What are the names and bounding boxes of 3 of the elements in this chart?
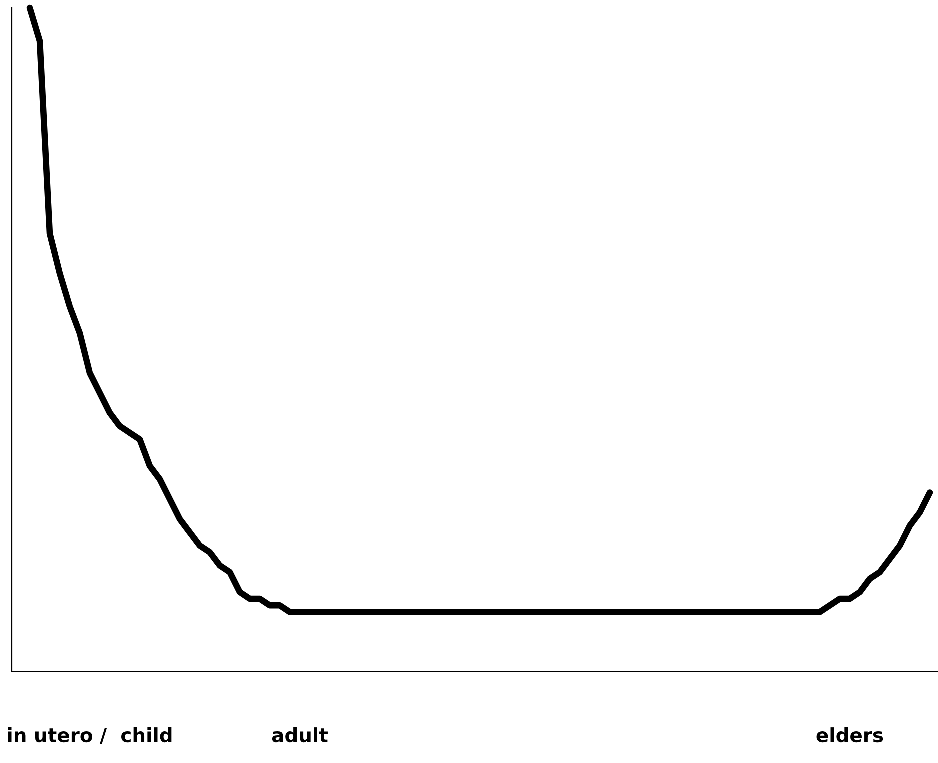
x-tick-label: elders	[816, 728, 884, 743]
x-tick-label: in utero / child	[8, 728, 172, 744]
x-tick-label: adult	[272, 728, 328, 743]
